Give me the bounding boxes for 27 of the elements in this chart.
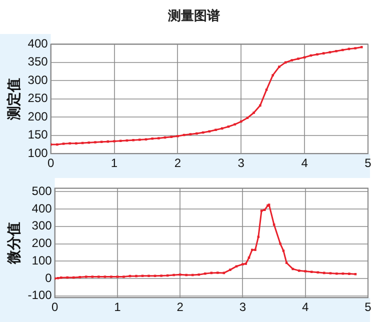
x-tick-label: 4 xyxy=(302,300,310,314)
y-tick-label: 150 xyxy=(28,128,48,142)
y-tick-label: 300 xyxy=(28,72,48,87)
x-tick-label: 5 xyxy=(364,156,372,170)
y-tick-label: 250 xyxy=(28,91,48,106)
y-tick-label: 200 xyxy=(32,236,52,250)
y-tick-label: 100 xyxy=(28,146,48,160)
x-tick-label: 5 xyxy=(364,300,372,314)
y-tick-label: 100 xyxy=(32,253,52,268)
x-tick-label: 2 xyxy=(176,300,184,314)
y-axis-title: 测定值 xyxy=(5,78,22,121)
y-tick-label: 500 xyxy=(32,184,52,198)
y-tick-label: 400 xyxy=(32,201,52,216)
y-tick-label: 0 xyxy=(45,270,52,285)
x-tick-label: 3 xyxy=(238,156,245,170)
y-tick-label: 350 xyxy=(28,54,48,69)
x-tick-label: 1 xyxy=(114,300,122,314)
y-tick-label: 200 xyxy=(28,109,48,124)
x-tick-label: 4 xyxy=(301,156,308,170)
x-tick-label: 1 xyxy=(110,156,118,170)
y-tick-label: 400 xyxy=(28,36,48,51)
y-tick-label: -100 xyxy=(28,288,52,302)
x-tick-label: 3 xyxy=(239,300,246,314)
chart-title: 测量图谱 xyxy=(167,8,221,26)
x-tick-label: 2 xyxy=(174,156,182,170)
y-tick-label: 300 xyxy=(32,218,52,233)
y-axis-title: 微分值 xyxy=(5,222,22,265)
